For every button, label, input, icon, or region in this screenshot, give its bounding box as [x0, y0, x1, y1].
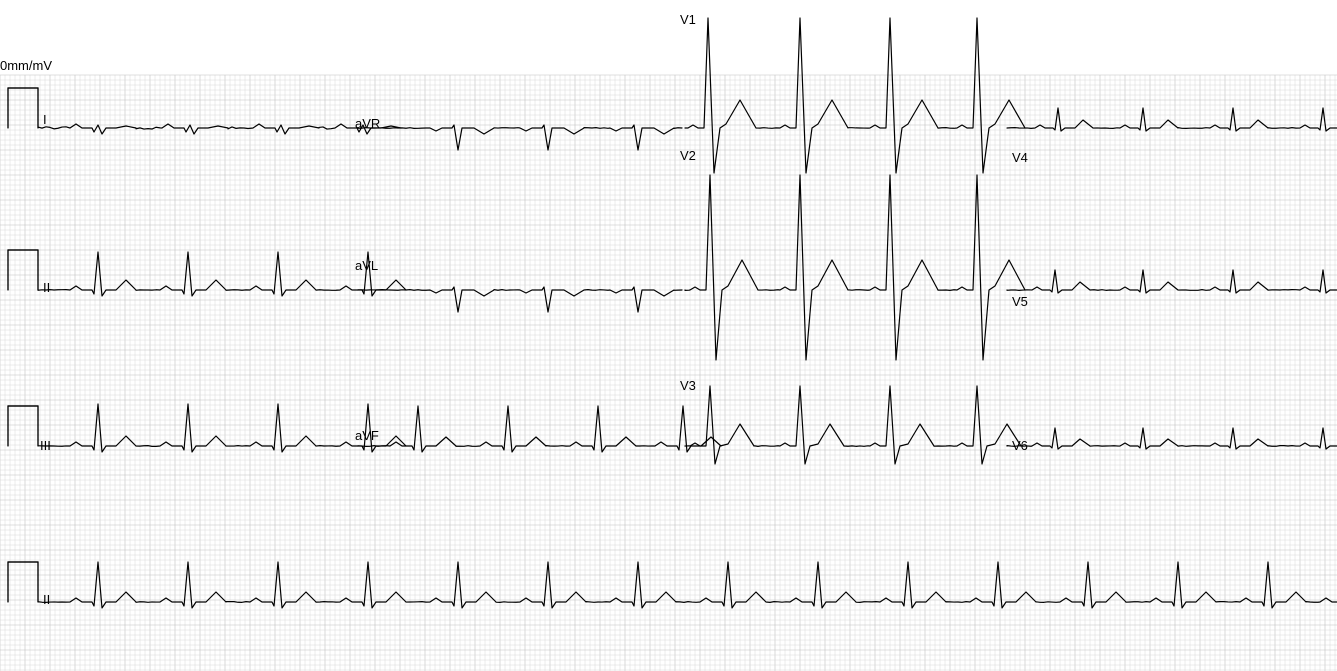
lead-label-V1: V1 [680, 12, 696, 27]
calibration-label: 0mm/mV [0, 58, 52, 73]
lead-label-V6: V6 [1012, 438, 1028, 453]
lead-label-V3: V3 [680, 378, 696, 393]
ecg-svg [0, 0, 1337, 671]
lead-label-aVR: aVR [355, 116, 380, 131]
lead-label-V4: V4 [1012, 150, 1028, 165]
lead-label-II: II [43, 280, 50, 295]
lead-label-V2: V2 [680, 148, 696, 163]
lead-label-aVF: aVF [355, 428, 379, 443]
lead-label-II: II [43, 592, 50, 607]
lead-label-aVL: aVL [355, 258, 378, 273]
lead-label-III: III [40, 438, 51, 453]
lead-label-V5: V5 [1012, 294, 1028, 309]
lead-label-I: I [43, 112, 47, 127]
ecg-chart: 0mm/mV IaVR V1 V4 II aVL V2 V5 III aVF V3 V6 II [0, 0, 1337, 671]
